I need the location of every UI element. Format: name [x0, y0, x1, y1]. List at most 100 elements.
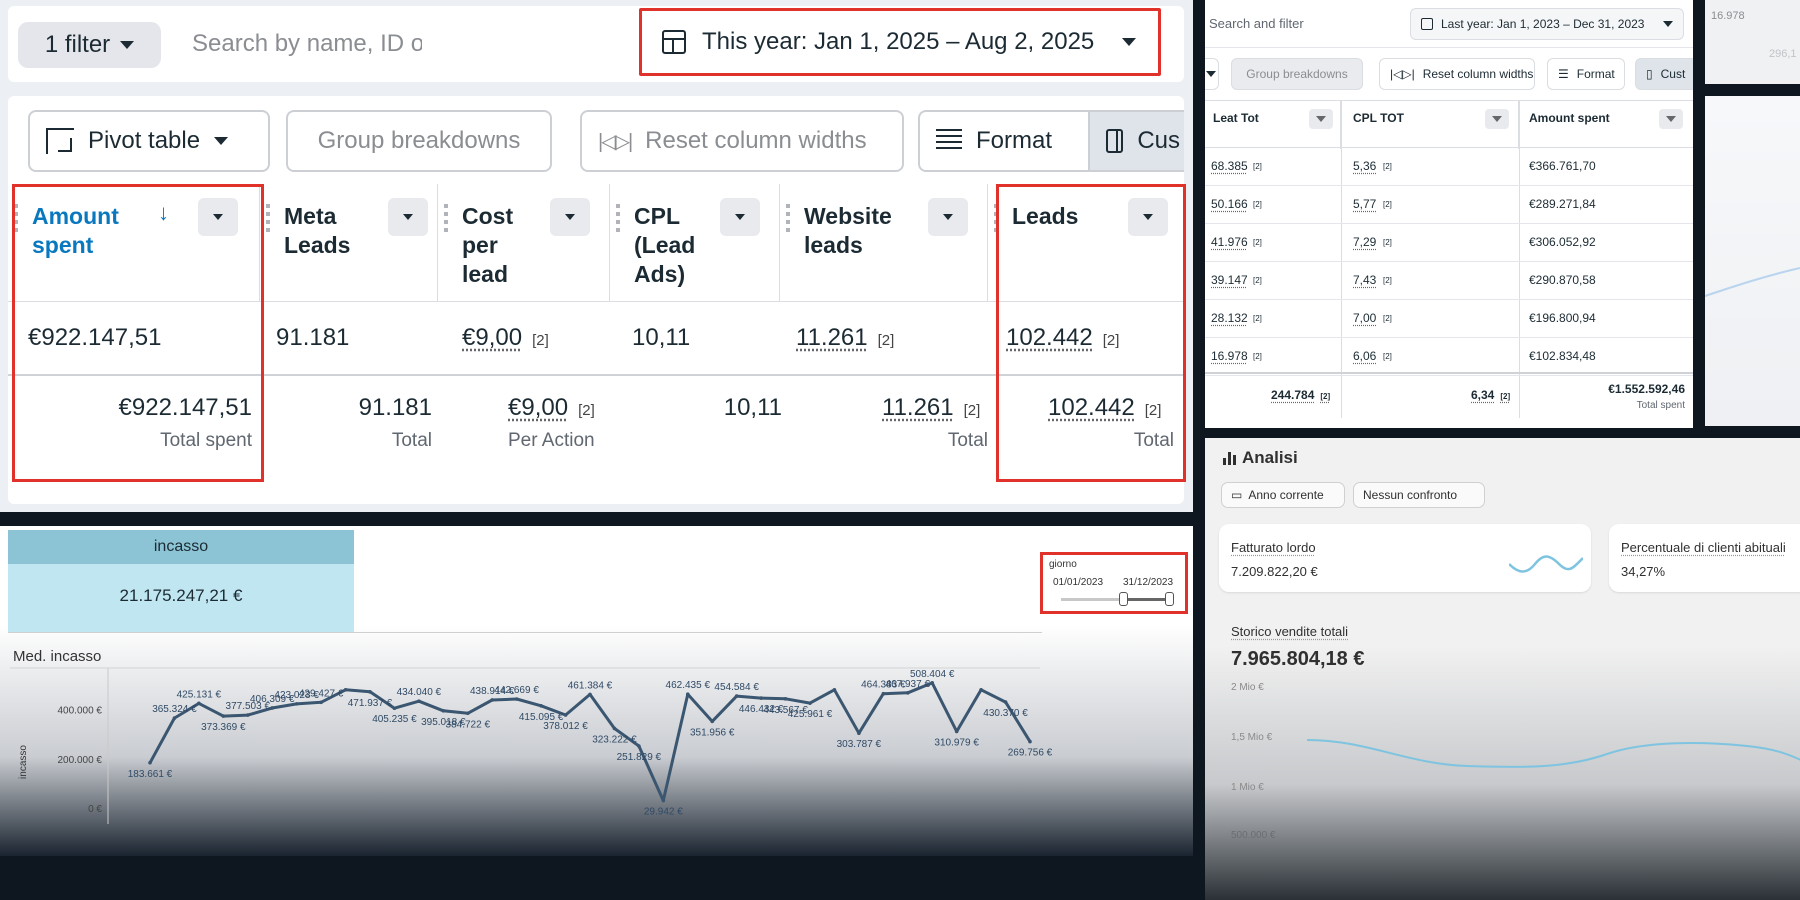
website-leads-value[interactable]: 11.261 [796, 324, 868, 351]
metric-card-returning-customers[interactable]: Percentuale di clienti abituali 34,27% [1609, 524, 1800, 592]
column-header-website-leads[interactable]: Website leads [780, 184, 988, 302]
attribution-tag: [2] [1383, 238, 1392, 247]
column-menu-button[interactable] [550, 198, 590, 236]
comparison-pill[interactable]: Nessun confronto [1353, 482, 1485, 508]
column-menu-button[interactable] [1309, 109, 1333, 129]
column-header-leads[interactable]: Leads [988, 184, 1184, 302]
table-row[interactable]: 28.132 [2] 7,00 [2] €196.800,94 [1205, 300, 1693, 338]
slider-start-handle[interactable] [1119, 592, 1128, 606]
column-header-amount-spent[interactable]: Amount spent [1519, 101, 1693, 149]
column-menu-button[interactable] [388, 198, 428, 236]
chevron-down-icon [735, 214, 745, 220]
column-menu-button[interactable] [720, 198, 760, 236]
powerbi-report-panel: incasso 21.175.247,21 € giorno 01/01/202… [0, 526, 1193, 856]
kpi-card: incasso 21.175.247,21 € [8, 530, 354, 632]
cell-cpl[interactable]: 7,29 [1353, 235, 1377, 249]
sort-descending-icon[interactable]: ↓ [158, 200, 169, 225]
customize-columns-button[interactable]: Cus [1088, 110, 1184, 172]
total-leads-value[interactable]: 102.442 [1048, 394, 1135, 421]
group-breakdowns-button[interactable]: Group breakdowns [1231, 58, 1363, 90]
drag-handle-icon[interactable] [786, 204, 790, 232]
total-cpl-value[interactable]: 6,34 [1471, 388, 1495, 402]
group-breakdowns-button[interactable]: Group breakdowns [286, 110, 552, 172]
column-menu-button[interactable] [1485, 109, 1509, 129]
page-title-text: Analisi [1242, 448, 1298, 467]
column-header-cost-per-lead[interactable]: Cost per lead [438, 184, 610, 302]
reset-column-widths-button[interactable]: |◁▷| Reset column widths [580, 110, 904, 172]
cell-leads[interactable]: 50.166 [1211, 197, 1248, 211]
metric-card-gross-sales[interactable]: Fatturato lordo 7.209.822,20 € [1219, 524, 1591, 592]
cell-cpl[interactable]: 6,06 [1353, 349, 1377, 363]
column-header-amount-spent[interactable]: Amount spent ↓ [8, 184, 260, 302]
column-header-meta-leads[interactable]: Meta Leads [260, 184, 438, 302]
data-point [1003, 700, 1008, 704]
metric-value: 7.209.822,20 € [1231, 564, 1318, 579]
leads-value[interactable]: 102.442 [1006, 324, 1093, 351]
total-website-leads-value[interactable]: 11.261 [882, 394, 954, 421]
total-amount-spent: €1.552.592,46 [1608, 382, 1685, 396]
column-header-cpl-tot[interactable]: CPL TOT [1341, 101, 1519, 149]
total-label: Total [391, 430, 432, 451]
cell-cpl[interactable]: 7,43 [1353, 273, 1377, 287]
slider-end-handle[interactable] [1165, 592, 1174, 606]
cell-leads[interactable]: 16.978 [1211, 349, 1248, 363]
cell-leads[interactable]: 28.132 [1211, 311, 1248, 325]
search-input[interactable]: Search and filter [1209, 16, 1304, 31]
cell-leads[interactable]: 39.147 [1211, 273, 1248, 287]
format-button[interactable]: ☰ Format [1547, 58, 1625, 90]
cell-leads[interactable]: 68.385 [1211, 159, 1248, 173]
total-leads-value[interactable]: 244.784 [1271, 388, 1315, 402]
cell-cpl[interactable]: 5,77 [1353, 197, 1377, 211]
attribution-tag: [2] [1144, 402, 1162, 419]
table-row[interactable]: 50.166 [2] 5,77 [2] €289.271,84 [1205, 186, 1693, 224]
chevron-down-icon [1316, 116, 1326, 122]
date-range-picker[interactable]: This year: Jan 1, 2025 – Aug 2, 2025 [639, 8, 1161, 76]
cell-cpl[interactable]: 5,36 [1353, 159, 1377, 173]
table-row[interactable]: 39.147 [2] 7,43 [2] €290.870,58 [1205, 262, 1693, 300]
chevron-down-icon [1143, 214, 1153, 220]
format-button[interactable]: Format [918, 110, 1090, 172]
attribution-tag: [2] [1253, 276, 1262, 285]
drag-handle-icon[interactable] [994, 204, 998, 232]
drag-handle-icon[interactable] [266, 204, 270, 232]
total-sales-card[interactable]: Storico vendite totali 7.965.804,18 € 2 … [1219, 608, 1800, 900]
pivot-table-button[interactable]: Pivot table [28, 110, 270, 172]
data-point [808, 701, 812, 705]
cost-per-lead-value[interactable]: €9,00 [462, 324, 523, 351]
column-menu-button[interactable] [198, 198, 238, 236]
column-menu-button[interactable] [928, 198, 968, 236]
table-row[interactable]: €922.147,51 91.181 €9,00 [2] 10,11 11.261… [8, 302, 1184, 376]
attribution-tag: [2] [1102, 332, 1120, 349]
chevron-down-icon [565, 214, 575, 220]
column-menu-button[interactable] [1128, 198, 1168, 236]
data-point [539, 704, 543, 708]
total-cost-per-lead-value[interactable]: €9,00 [508, 394, 569, 421]
pivot-table-button[interactable] [1205, 58, 1219, 90]
data-label: 471.937 € [348, 698, 393, 709]
data-point [294, 702, 299, 706]
cell-cost-per-lead: €9,00 [2] [462, 324, 549, 352]
search-input[interactable]: Search by name, ID o [192, 30, 422, 57]
total-cost-per-lead: €9,00 [2] [508, 394, 595, 422]
table-row[interactable]: 16.978 [2] 6,06 [2] €102.834,48 [1205, 338, 1693, 376]
column-header-cpl-lead-ads[interactable]: CPL (Lead Ads) [610, 184, 780, 302]
date-slicer[interactable]: giorno 01/01/2023 31/12/2023 [1040, 552, 1188, 614]
slicer-end-date[interactable]: 31/12/2023 [1123, 577, 1174, 588]
cell-cpl[interactable]: 7,00 [1353, 311, 1377, 325]
date-range-picker[interactable]: Last year: Jan 1, 2023 – Dec 31, 2023 [1410, 8, 1684, 40]
date-range-pill[interactable]: ▭ Anno corrente [1221, 482, 1345, 508]
column-menu-button[interactable] [1659, 109, 1683, 129]
reset-column-widths-button[interactable]: |◁▷| Reset column widths [1379, 58, 1535, 90]
table-row[interactable]: 68.385 [2] 5,36 [2] €366.761,70 [1205, 148, 1693, 186]
customize-columns-button[interactable]: ▯ Cust [1635, 58, 1693, 90]
attribution-tag: [2] [532, 332, 549, 349]
slicer-start-date[interactable]: 01/01/2023 [1053, 577, 1104, 588]
attribution-tag: [2] [963, 402, 981, 419]
drag-handle-icon[interactable] [616, 204, 620, 232]
drag-handle-icon[interactable] [444, 204, 448, 232]
column-header-leat-tot[interactable]: Leat Tot [1205, 101, 1341, 149]
table-row[interactable]: 41.976 [2] 7,29 [2] €306.052,92 [1205, 224, 1693, 262]
filter-button[interactable]: 1 filter [18, 22, 161, 68]
drag-handle-icon[interactable] [14, 204, 18, 232]
cell-leads[interactable]: 41.976 [1211, 235, 1248, 249]
